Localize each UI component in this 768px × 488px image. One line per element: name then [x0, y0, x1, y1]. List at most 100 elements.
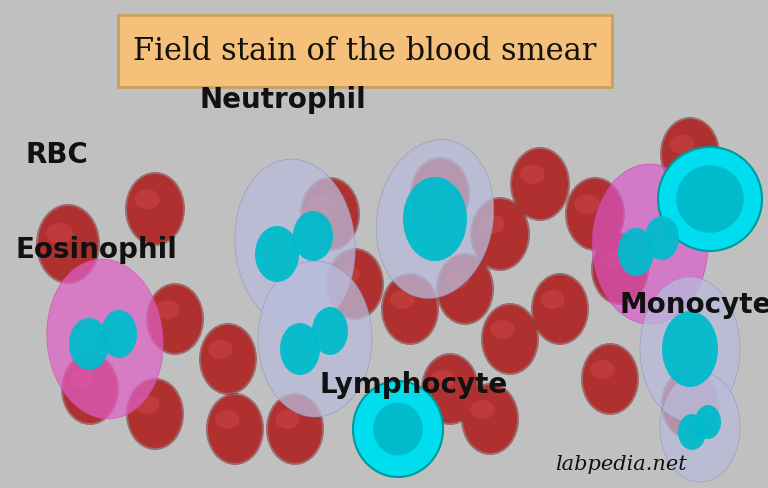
Ellipse shape: [208, 395, 262, 463]
Text: RBC: RBC: [25, 141, 88, 169]
Ellipse shape: [593, 236, 647, 304]
Ellipse shape: [512, 150, 568, 220]
Ellipse shape: [38, 206, 98, 283]
Ellipse shape: [215, 410, 240, 429]
Ellipse shape: [134, 190, 160, 209]
Ellipse shape: [336, 265, 359, 284]
Ellipse shape: [208, 341, 233, 359]
Ellipse shape: [479, 215, 505, 234]
Ellipse shape: [126, 378, 184, 450]
Ellipse shape: [581, 343, 639, 415]
Ellipse shape: [390, 290, 415, 309]
Ellipse shape: [591, 234, 649, 305]
Ellipse shape: [312, 307, 348, 355]
Ellipse shape: [618, 228, 654, 276]
Ellipse shape: [63, 355, 117, 423]
Ellipse shape: [199, 324, 257, 395]
Ellipse shape: [423, 355, 477, 423]
Ellipse shape: [583, 346, 637, 413]
Ellipse shape: [601, 251, 624, 269]
Ellipse shape: [293, 212, 333, 262]
Ellipse shape: [155, 301, 180, 319]
Ellipse shape: [591, 361, 614, 379]
Ellipse shape: [46, 224, 73, 244]
Ellipse shape: [376, 140, 494, 299]
Ellipse shape: [676, 166, 743, 233]
Ellipse shape: [69, 318, 109, 370]
Ellipse shape: [436, 253, 494, 325]
Ellipse shape: [678, 414, 706, 450]
Ellipse shape: [206, 393, 264, 465]
Ellipse shape: [640, 278, 740, 421]
Ellipse shape: [510, 148, 570, 222]
Ellipse shape: [592, 164, 708, 325]
Ellipse shape: [146, 284, 204, 355]
Ellipse shape: [127, 175, 183, 244]
Ellipse shape: [36, 204, 100, 285]
Ellipse shape: [71, 370, 94, 389]
Ellipse shape: [125, 173, 185, 246]
Ellipse shape: [438, 256, 492, 324]
Text: Field stain of the blood smear: Field stain of the blood smear: [134, 37, 597, 67]
Ellipse shape: [574, 195, 600, 214]
Ellipse shape: [430, 370, 455, 389]
Ellipse shape: [266, 393, 324, 465]
Ellipse shape: [419, 175, 445, 194]
Ellipse shape: [310, 195, 335, 214]
Ellipse shape: [280, 324, 320, 375]
Ellipse shape: [695, 405, 721, 439]
Ellipse shape: [663, 370, 717, 438]
Ellipse shape: [410, 158, 470, 231]
Ellipse shape: [300, 178, 360, 251]
Ellipse shape: [658, 148, 762, 251]
Text: Monocyte: Monocyte: [620, 290, 768, 318]
Ellipse shape: [403, 178, 467, 262]
Ellipse shape: [255, 226, 299, 283]
Ellipse shape: [662, 120, 718, 190]
Ellipse shape: [381, 273, 439, 346]
Ellipse shape: [490, 321, 515, 339]
Ellipse shape: [445, 270, 469, 289]
Text: labpedia.net: labpedia.net: [555, 454, 687, 473]
Ellipse shape: [662, 311, 718, 387]
Ellipse shape: [148, 285, 202, 353]
Ellipse shape: [353, 381, 443, 477]
Ellipse shape: [645, 217, 679, 261]
Ellipse shape: [463, 385, 517, 453]
Ellipse shape: [520, 165, 545, 184]
Ellipse shape: [565, 178, 625, 251]
Ellipse shape: [201, 325, 255, 393]
Ellipse shape: [101, 310, 137, 358]
Ellipse shape: [326, 248, 384, 320]
Ellipse shape: [258, 262, 372, 417]
Text: Eosinophil: Eosinophil: [15, 236, 177, 264]
Ellipse shape: [661, 368, 719, 440]
Ellipse shape: [533, 275, 587, 343]
Ellipse shape: [235, 160, 356, 329]
Ellipse shape: [472, 200, 528, 269]
Ellipse shape: [670, 386, 694, 404]
Text: Lymphocyte: Lymphocyte: [320, 370, 508, 398]
Ellipse shape: [47, 260, 163, 419]
Ellipse shape: [328, 250, 382, 318]
Ellipse shape: [128, 380, 182, 448]
Ellipse shape: [461, 383, 519, 455]
Ellipse shape: [135, 395, 160, 414]
Ellipse shape: [421, 353, 479, 425]
Ellipse shape: [483, 305, 537, 373]
Ellipse shape: [470, 198, 530, 271]
Ellipse shape: [541, 290, 564, 309]
Ellipse shape: [567, 180, 623, 249]
Ellipse shape: [268, 395, 322, 463]
Text: Neutrophil: Neutrophil: [200, 86, 367, 114]
Ellipse shape: [470, 400, 495, 419]
Ellipse shape: [302, 180, 358, 249]
Ellipse shape: [383, 275, 437, 343]
Ellipse shape: [660, 118, 720, 192]
Ellipse shape: [531, 273, 589, 346]
Ellipse shape: [61, 353, 119, 425]
Ellipse shape: [275, 410, 300, 429]
Ellipse shape: [660, 372, 740, 482]
Ellipse shape: [373, 403, 422, 455]
Ellipse shape: [670, 135, 695, 155]
